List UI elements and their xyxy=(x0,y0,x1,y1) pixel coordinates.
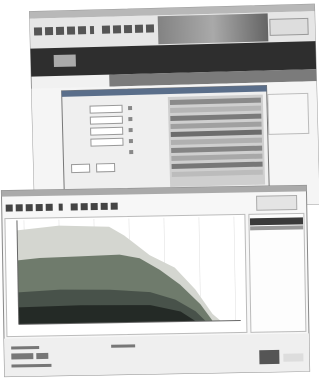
top-window xyxy=(30,4,319,211)
logo xyxy=(270,18,308,35)
banner-image xyxy=(158,13,269,44)
side-options xyxy=(268,93,309,134)
action-button[interactable] xyxy=(259,350,279,364)
side-panel-header xyxy=(250,217,303,225)
header-button[interactable] xyxy=(54,54,76,67)
logo xyxy=(257,196,297,211)
screenshot-collage xyxy=(0,0,319,378)
side-panel xyxy=(249,213,306,332)
action-button[interactable] xyxy=(283,353,303,361)
bottom-window xyxy=(1,185,309,376)
